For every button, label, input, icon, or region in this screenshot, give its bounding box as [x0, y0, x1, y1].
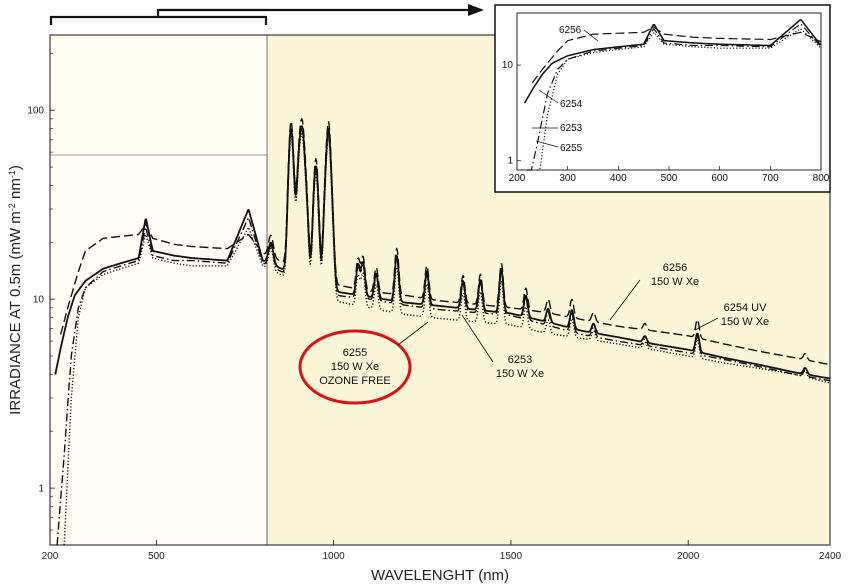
- inset-label-6256: 6256: [559, 25, 582, 36]
- y-axis-label: IRRADIANCE AT 0.5m (mW m-2 nm-1): [7, 165, 24, 415]
- series-layer: [54, 117, 831, 546]
- x-axis-ticks: 200 500 1000 1500 2000 2400: [42, 540, 842, 562]
- inset-series-line-2: [527, 23, 822, 171]
- inset-series-line-1: [523, 19, 822, 104]
- series-line-3: [63, 132, 831, 546]
- inset-label-6255: 6255: [560, 143, 583, 154]
- highlight-ellipse: [298, 329, 412, 405]
- callout-6256: 6256 150 W Xe: [609, 262, 699, 321]
- x-tick-label: 1000: [323, 551, 346, 562]
- uv-visible-subpanel: [49, 154, 268, 546]
- inset-series-layer: [523, 19, 822, 171]
- callout-6253-line2: 150 W Xe: [496, 368, 544, 380]
- inset-y-tick-label: 1: [507, 156, 513, 167]
- x-tick-label: 2000: [677, 551, 700, 562]
- x-tick-label: 500: [148, 551, 165, 562]
- inset-pointer-arrowhead: [468, 4, 484, 16]
- y-tick-label: 1: [38, 484, 44, 495]
- inset-x-tick-label: 400: [610, 173, 627, 184]
- inset-x-tick-label: 800: [813, 173, 830, 184]
- callout-6253-line1: 6253: [508, 354, 532, 366]
- inset-x-tick-label: 300: [559, 173, 576, 184]
- callout-6254-line1: 6254 UV: [724, 302, 767, 314]
- inset-chart: 200 300 400 500 600 700 800 1 10 6256 6254 6253…: [494, 4, 831, 193]
- inset-x-tick-label: 600: [711, 173, 728, 184]
- callout-6254: 6254 UV 150 W Xe: [694, 302, 769, 331]
- inset-label-6253: 6253: [560, 123, 583, 134]
- inset-x-tick-label: 500: [661, 173, 678, 184]
- callout-6256-line2: 150 W Xe: [651, 276, 699, 288]
- series-line-2: [56, 128, 831, 546]
- callout-6255-line3: OZONE FREE: [319, 375, 391, 387]
- callout-6254-line2: 150 W Xe: [721, 316, 769, 328]
- x-axis-label: WAVELENGHT (nm): [371, 567, 509, 584]
- inset-y-tick-label: 10: [502, 60, 514, 71]
- series-line-0: [59, 117, 831, 366]
- inset-x-tick-label: 200: [509, 173, 526, 184]
- x-tick-label: 1500: [500, 551, 523, 562]
- callout-6255: 6255 150 W Xe OZONE FREE: [298, 321, 429, 405]
- y-tick-label: 100: [27, 106, 44, 117]
- y-tick-label: 10: [33, 295, 45, 306]
- inset-y-axis-ticks: 1 10: [502, 60, 521, 167]
- x-tick-label: 200: [42, 551, 59, 562]
- callout-6255-line1: 6255: [343, 347, 367, 359]
- callout-6256-line1: 6256: [663, 262, 687, 274]
- inset-x-axis-ticks: 200 300 400 500 600 700 800: [509, 166, 830, 184]
- inset-series-line-0: [531, 26, 822, 84]
- inset-x-tick-label: 700: [762, 173, 779, 184]
- callout-6253: 6253 150 W Xe: [461, 314, 544, 380]
- inset-pointer: [49, 8, 470, 25]
- y-axis-ticks: 1 10 100: [27, 53, 55, 546]
- plot-frame: [49, 34, 831, 546]
- inset-label-6254: 6254: [560, 99, 583, 110]
- callout-6255-line2: 150 W Xe: [331, 361, 379, 373]
- inset-series-line-3: [537, 28, 822, 171]
- x-tick-label: 2400: [819, 551, 842, 562]
